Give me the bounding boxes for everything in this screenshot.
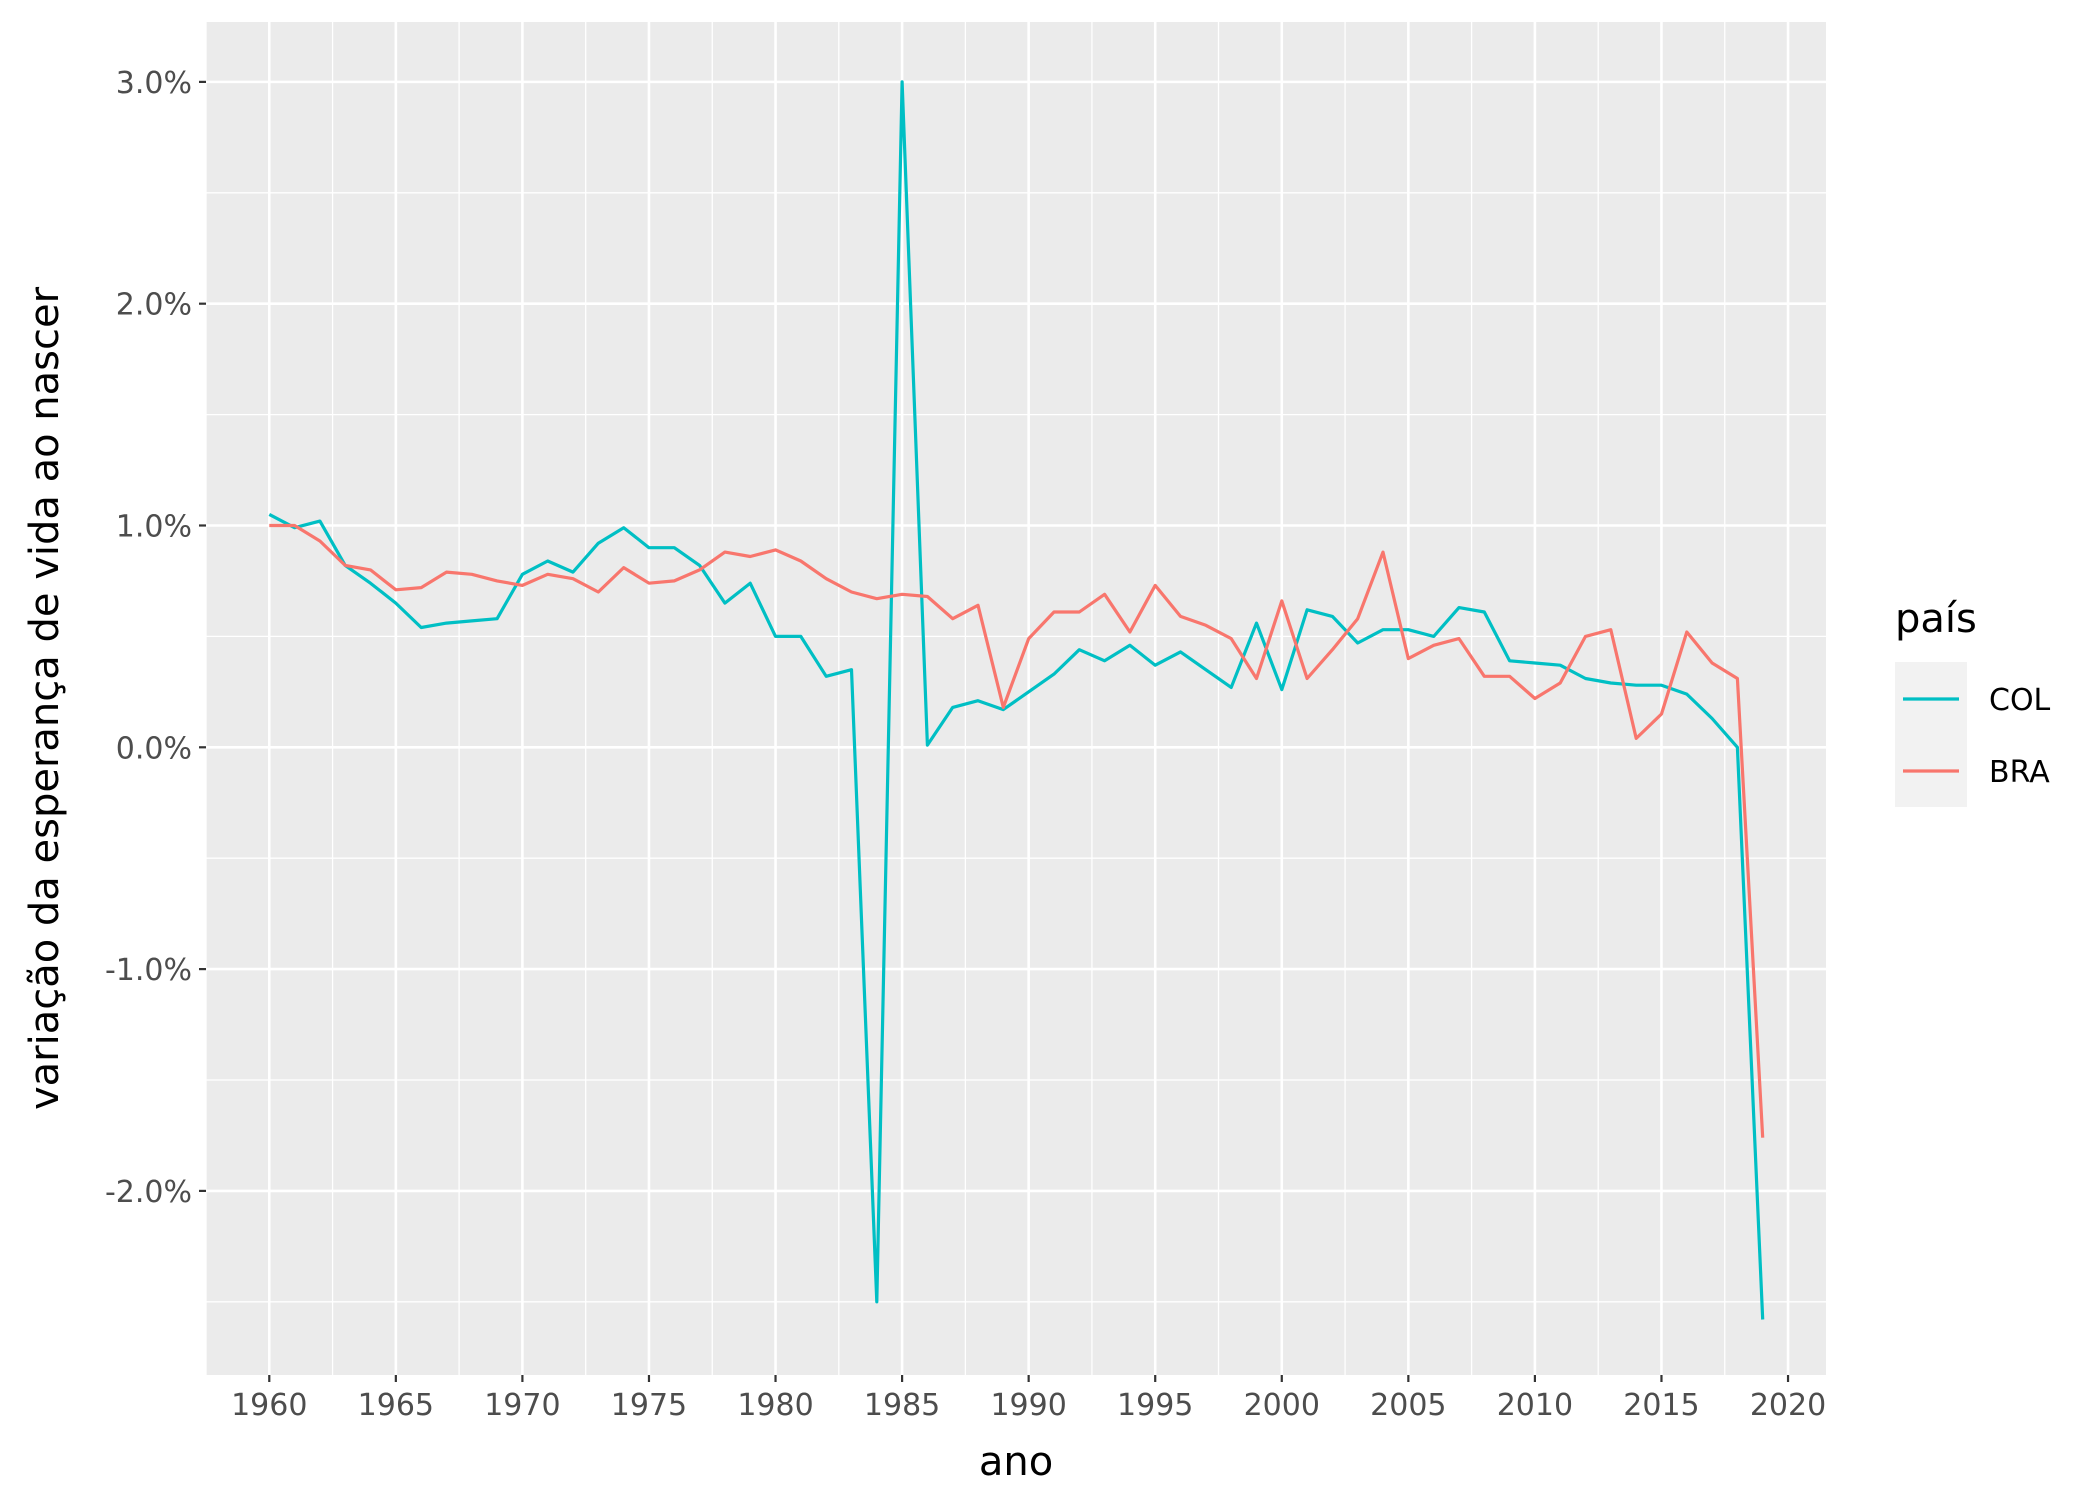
y-axis-title: variação da esperança de vida ao nascer [22,286,68,1110]
y-tick-label: 3.0% [116,66,192,101]
y-tick-label: -1.0% [105,953,192,988]
x-tick-label: 1970 [484,1388,560,1423]
x-tick-label: 1980 [737,1388,813,1423]
x-tick-label: 1985 [864,1388,940,1423]
y-tick-label: 1.0% [116,509,192,544]
x-axis: 1960 1965 1970 1975 1980 1985 1990 1995 2000 2005… [231,1375,1826,1423]
legend-items: COL BRA [1903,683,2051,790]
legend: país COL BRA [1895,596,2051,807]
y-tick-label: -2.0% [105,1175,192,1210]
series-line-bra [269,523,1765,1138]
legend-label-col: COL [1989,683,2051,718]
y-tick-label: 2.0% [116,288,192,323]
x-tick-label: 2015 [1623,1388,1699,1423]
plot-panel [206,22,1826,1375]
x-tick-label: 2020 [1750,1388,1826,1423]
x-tick-label: 1995 [1117,1388,1193,1423]
y-axis: -2.0% -1.0% 0.0% 1.0% 2.0% 3.0% [105,66,206,1210]
legend-key-background [1895,662,1967,807]
x-axis-title: ano [979,1439,1053,1485]
minor-gridlines [205,22,1826,1375]
legend-title: país [1895,596,1977,642]
series-lines [268,80,1765,1320]
x-tick-label: 1975 [611,1388,687,1423]
series-line-col [268,80,1765,1320]
x-tick-label: 1965 [358,1388,434,1423]
x-tick-label: 2005 [1370,1388,1446,1423]
legend-label-bra: BRA [1989,755,2050,790]
x-tick-label: 1960 [231,1388,307,1423]
x-tick-label: 1990 [990,1388,1066,1423]
y-tick-label: 0.0% [116,731,192,766]
x-tick-label: 2010 [1497,1388,1573,1423]
x-tick-label: 2000 [1244,1388,1320,1423]
major-gridlines [206,22,1826,1375]
